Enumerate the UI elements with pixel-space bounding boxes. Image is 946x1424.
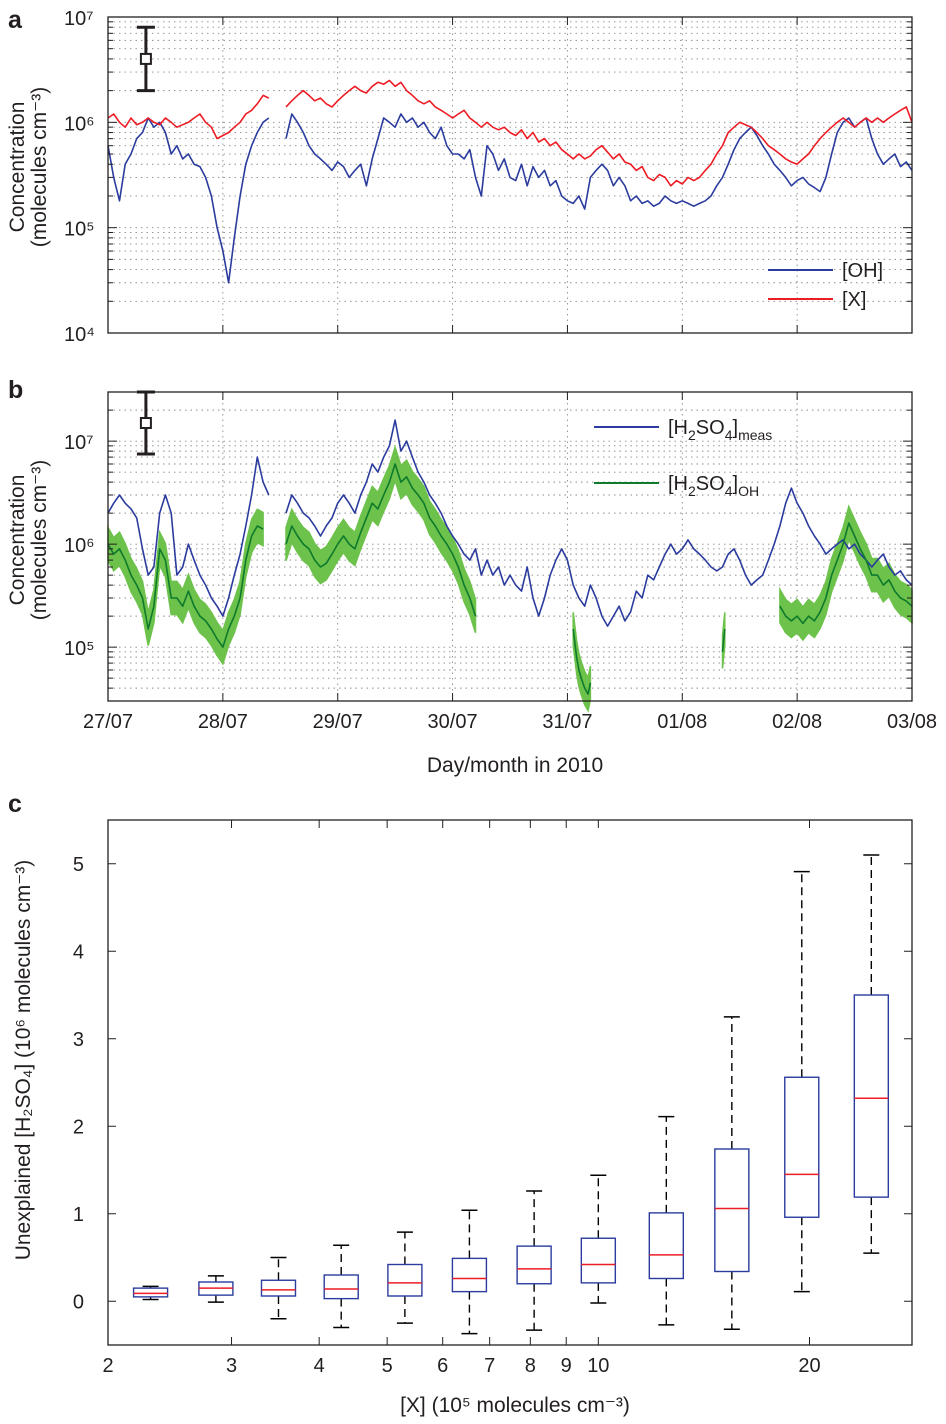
series-line bbox=[285, 419, 913, 627]
box-iqr bbox=[323, 1274, 359, 1300]
panel-c: c 0 1 2 3 4 5 2 3 4 5 6 7 8 9 10 20 [X] … bbox=[8, 790, 913, 1417]
panel-c-xtick-label: 6 bbox=[437, 1355, 448, 1377]
panel-b-xtick-label: 29/07 bbox=[313, 711, 363, 733]
panel-c-xtick-label: 2 bbox=[102, 1355, 113, 1377]
panel-c-y-axis-label: Unexplained [H₂SO₄] (10⁶ molecules cm⁻³) bbox=[12, 860, 35, 1261]
box-iqr bbox=[260, 1279, 297, 1297]
panel-a-y-tick-labels: 10⁴ 10⁵ 10⁶ 10⁷ bbox=[64, 8, 95, 346]
panel-b: b 10⁵ 10⁶ 10⁷ 27/07 28/07 29/07 30/07 31… bbox=[6, 376, 937, 777]
panel-a-ytick-label: 10⁵ bbox=[64, 219, 95, 241]
series-line bbox=[285, 463, 477, 617]
panel-b-ytick-label: 10⁵ bbox=[64, 638, 95, 660]
panel-c-y-tick-labels: 0 1 2 3 4 5 bbox=[73, 854, 84, 1314]
panel-c-x-axis-label: [X] (10⁵ molecules cm⁻³) bbox=[400, 1394, 630, 1417]
panel-b-y-axis-label: Concentration (molecules cm⁻³) bbox=[6, 460, 51, 620]
panel-a: a 10⁴ 10⁵ 10⁶ 10⁷ Concentration (molecul… bbox=[6, 6, 913, 346]
box-iqr bbox=[580, 1237, 617, 1284]
error-bar-marker bbox=[139, 417, 152, 430]
panel-b-frame bbox=[107, 391, 913, 702]
panel-b-ytick-label: 10⁶ bbox=[64, 535, 94, 557]
panel-c-y-ticks bbox=[108, 863, 912, 1302]
panel-b-series bbox=[107, 419, 913, 695]
panel-b-legend: [H2SO4]meas [H2SO4]OH bbox=[594, 417, 772, 499]
panel-c-ytick-label: 5 bbox=[73, 854, 84, 876]
legend-label-h2so4-oh: [H2SO4]OH bbox=[668, 473, 759, 499]
uncertainty-band bbox=[572, 612, 592, 713]
panel-b-y-ticks bbox=[107, 391, 913, 702]
panel-a-y-ticks bbox=[107, 16, 913, 334]
series-line bbox=[107, 525, 264, 648]
panel-a-ytick-label: 10⁷ bbox=[64, 8, 93, 30]
panel-b-xtick-label: 03/08 bbox=[887, 711, 937, 733]
panel-c-ytick-label: 4 bbox=[73, 941, 84, 963]
box-iqr bbox=[516, 1245, 552, 1285]
panel-b-xtick-label: 27/07 bbox=[83, 711, 133, 733]
panel-c-xtick-label: 3 bbox=[226, 1355, 237, 1377]
box-iqr bbox=[648, 1212, 685, 1280]
panel-b-uncertainty-bands bbox=[107, 444, 913, 713]
series-line bbox=[107, 94, 270, 140]
panel-a-frame bbox=[107, 16, 913, 334]
box-iqr bbox=[132, 1287, 169, 1298]
panel-a-y-axis-label: Concentration (molecules cm⁻³) bbox=[6, 87, 51, 247]
legend-label-h2so4-meas: [H2SO4]meas bbox=[668, 417, 772, 443]
panel-c-x-tick-labels: 2 3 4 5 6 7 8 9 10 20 bbox=[102, 1355, 820, 1377]
panel-b-xtick-label: 30/07 bbox=[428, 711, 478, 733]
panel-a-ytick-label: 10⁶ bbox=[64, 113, 94, 135]
panel-a-legend: [OH] [X] bbox=[768, 260, 883, 311]
series-line bbox=[572, 628, 592, 695]
panel-a-ytick-label: 10⁴ bbox=[64, 324, 95, 346]
panel-b-ytick-label: 10⁷ bbox=[64, 432, 93, 454]
panel-a-error-bar bbox=[136, 25, 155, 93]
series-line bbox=[107, 456, 270, 617]
panel-b-ylabel-line2: (molecules cm⁻³) bbox=[28, 460, 51, 620]
panel-b-error-bar bbox=[136, 390, 155, 456]
panel-a-ylabel-line1: Concentration bbox=[6, 102, 29, 233]
series-line bbox=[285, 79, 913, 187]
panel-b-xtick-label: 28/07 bbox=[198, 711, 248, 733]
box-iqr bbox=[853, 994, 890, 1198]
panel-c-frame bbox=[107, 819, 913, 1346]
panel-c-ytick-label: 3 bbox=[73, 1029, 84, 1051]
panel-c-x-ticks bbox=[107, 820, 810, 1345]
box-iqr bbox=[714, 1148, 750, 1273]
panel-c-xtick-label: 7 bbox=[484, 1355, 495, 1377]
legend-label-oh: [OH] bbox=[842, 260, 883, 282]
panel-c-ytick-label: 0 bbox=[73, 1291, 84, 1313]
panel-b-xtick-label: 31/07 bbox=[542, 711, 592, 733]
panel-c-xtick-label: 4 bbox=[314, 1355, 325, 1377]
panel-b-y-tick-labels: 10⁵ 10⁶ 10⁷ bbox=[64, 432, 95, 660]
error-bar-marker bbox=[139, 52, 152, 65]
panel-c-ytick-label: 1 bbox=[73, 1204, 84, 1226]
panel-b-x-axis-label: Day/month in 2010 bbox=[427, 754, 603, 777]
box-iqr bbox=[451, 1257, 488, 1293]
panel-a-ylabel-line2: (molecules cm⁻³) bbox=[28, 87, 51, 247]
panel-b-xtick-label: 01/08 bbox=[657, 711, 707, 733]
box-iqr bbox=[387, 1263, 423, 1297]
panel-c-ytick-label: 2 bbox=[73, 1116, 84, 1138]
panel-b-x-tick-labels: 27/07 28/07 29/07 30/07 31/07 01/08 02/0… bbox=[83, 711, 937, 733]
panel-a-series bbox=[107, 79, 913, 284]
uncertainty-band bbox=[285, 444, 477, 634]
panel-c-xtick-label: 9 bbox=[561, 1355, 572, 1377]
legend-label-x: [X] bbox=[842, 289, 866, 311]
box-iqr bbox=[784, 1076, 820, 1218]
panel-a-letter: a bbox=[8, 6, 23, 34]
panel-c-xtick-label: 8 bbox=[525, 1355, 536, 1377]
panel-b-ylabel-line1: Concentration bbox=[6, 475, 29, 606]
panel-c-letter: c bbox=[8, 790, 22, 818]
panel-c-xtick-label: 10 bbox=[587, 1355, 609, 1377]
panel-c-xtick-label: 20 bbox=[798, 1355, 820, 1377]
panel-c-boxes bbox=[132, 854, 890, 1335]
panel-b-grid bbox=[108, 391, 912, 702]
panel-b-xtick-label: 02/08 bbox=[772, 711, 822, 733]
panel-c-xtick-label: 5 bbox=[382, 1355, 393, 1377]
series-line bbox=[721, 628, 726, 652]
series-line bbox=[107, 117, 270, 284]
uncertainty-band bbox=[107, 508, 264, 666]
series-line bbox=[779, 522, 913, 625]
series-line bbox=[285, 113, 913, 210]
panel-b-letter: b bbox=[8, 376, 23, 404]
